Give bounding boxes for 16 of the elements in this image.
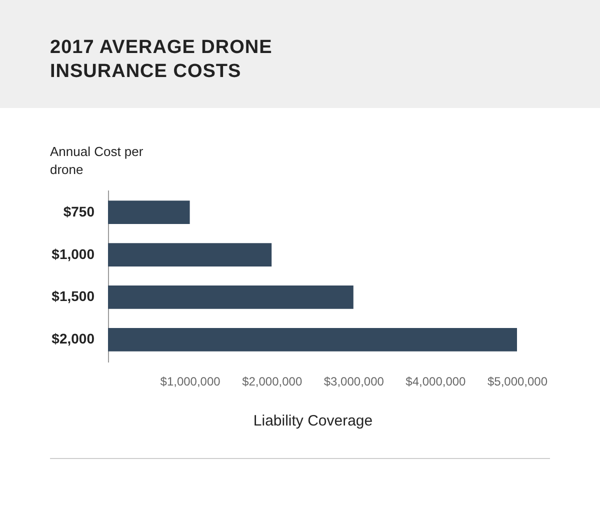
x-tick-label: $5,000,000 [487, 374, 548, 388]
x-tick-label: $1,000,000 [160, 374, 221, 388]
x-axis-title: Liability Coverage [253, 412, 373, 430]
x-tick-label: $2,000,000 [242, 374, 302, 388]
bar [108, 286, 354, 309]
bar [108, 328, 517, 352]
y-tick-label: $750 [63, 203, 95, 220]
bar [108, 200, 190, 224]
chart-title: 2017 AVERAGE DRONE INSURANCE COSTS [50, 36, 274, 84]
x-tick-label: $4,000,000 [406, 374, 466, 388]
y-axis-title: Annual Cost per drone [50, 143, 144, 179]
y-tick-label: $1,500 [52, 288, 95, 304]
bar [108, 243, 272, 266]
y-tick-label: $2,000 [52, 330, 95, 347]
x-tick-label: $3,000,000 [324, 374, 384, 388]
y-tick-label: $1,000 [52, 246, 95, 262]
